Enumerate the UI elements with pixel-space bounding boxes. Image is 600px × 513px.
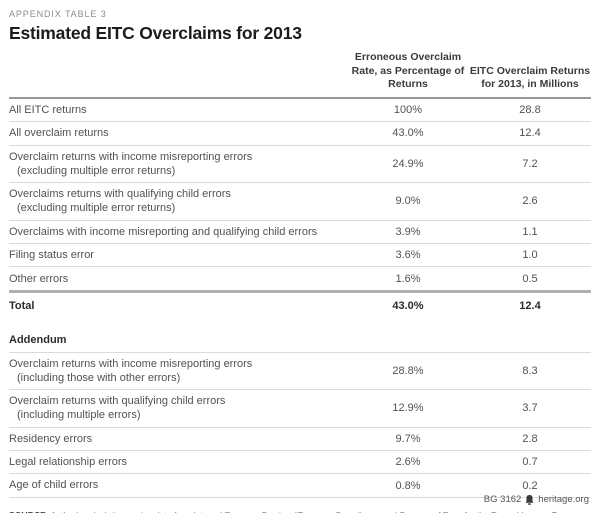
table-row: Overclaim returns with income misreporti… (9, 146, 591, 184)
rate-value: 24.9% (392, 157, 424, 170)
table-row: Other errors 1.6% 0.5 (9, 267, 591, 290)
credit: BG 3162 heritage.org (484, 494, 589, 505)
row-label-cell: Age of child errors (9, 478, 347, 492)
table-body: All EITC returns 100% 28.8 All overclaim… (9, 99, 591, 318)
row-sublabel: (including multiple errors) (17, 409, 141, 422)
credit-id: BG 3162 (483, 494, 522, 505)
returns-value: 2.6 (522, 195, 538, 208)
table-row: Overclaim returns with income misreporti… (9, 353, 591, 391)
row-sublabel: (excluding multiple error returns) (17, 164, 176, 177)
rate-value: 28.8% (392, 364, 424, 377)
row-label: All EITC returns (9, 103, 87, 116)
column-header-rate: Erroneous Overclaim Rate, as Percentage … (351, 51, 465, 91)
row-label-cell: Overclaim returns with qualifying child … (9, 394, 347, 423)
source-note: SOURCE: Author’s calculations using data… (9, 509, 577, 513)
row-label-cell: Overclaims with income misreporting and … (9, 225, 347, 239)
row-label: Total (9, 300, 35, 313)
row-label: Overclaims with income misreporting and … (9, 225, 318, 238)
table-row: Overclaims returns with qualifying child… (9, 183, 591, 221)
rate-value: 1.6% (395, 272, 421, 285)
rate-value: 12.9% (392, 402, 424, 415)
rate-value: 9.7% (395, 432, 421, 445)
column-header-returns: EITC Overclaim Returns for 2013, in Mill… (469, 64, 591, 91)
rate-value: 0.8% (395, 479, 421, 492)
row-sublabel: (including those with other errors) (17, 371, 181, 384)
heritage-logo-icon (525, 494, 534, 505)
row-label: Residency errors (9, 432, 93, 445)
table-row: Legal relationship errors 2.6% 0.7 (9, 451, 591, 475)
row-label-cell: Filing status error (9, 248, 347, 262)
row-sublabel: (excluding multiple error returns) (17, 202, 176, 215)
returns-value: 3.7 (522, 402, 538, 415)
row-label-cell: Legal relationship errors (9, 455, 347, 469)
returns-value: 1.0 (522, 249, 538, 262)
row-label-cell: All overclaim returns (9, 126, 347, 140)
table-row: All overclaim returns 43.0% 12.4 (9, 122, 591, 146)
returns-value: 2.8 (522, 432, 538, 445)
addendum-heading: Addendum (9, 334, 591, 353)
credit-site: heritage.org (538, 494, 589, 505)
row-label: Filing status error (9, 249, 94, 261)
rate-value: 3.9% (395, 225, 421, 238)
total-row: Total 43.0% 12.4 (9, 290, 591, 317)
appendix-label: APPENDIX TABLE 3 (9, 9, 107, 19)
rate-value: 100% (393, 104, 423, 117)
row-label-cell: Total (9, 299, 347, 313)
row-label-cell: All EITC returns (9, 103, 347, 117)
row-label: Overclaim returns with income misreporti… (9, 357, 253, 370)
table-row: Residency errors 9.7% 2.8 (9, 428, 591, 452)
returns-value: 12.4 (519, 127, 541, 140)
table-row: Overclaim returns with qualifying child … (9, 390, 591, 428)
source-label: SOURCE: (9, 510, 49, 513)
rate-value: 43.0% (392, 127, 424, 140)
returns-value: 1.1 (522, 225, 538, 238)
row-label: Legal relationship errors (9, 456, 128, 469)
returns-value: 28.8 (519, 104, 541, 117)
row-label: Other errors (9, 272, 69, 285)
row-label: Overclaims returns with qualifying child… (9, 188, 231, 201)
rate-value: 43.0% (392, 300, 424, 313)
table-row: All EITC returns 100% 28.8 (9, 99, 591, 123)
row-label-cell: Overclaim returns with income misreporti… (9, 357, 347, 386)
row-label: Overclaim returns with qualifying child … (9, 395, 226, 408)
addendum-body: Overclaim returns with income misreporti… (9, 353, 591, 498)
returns-value: 12.4 (519, 300, 541, 313)
row-label-cell: Other errors (9, 272, 347, 286)
row-label-cell: Overclaim returns with income misreporti… (9, 150, 347, 179)
source-text: Author’s calculations using data from In… (9, 510, 565, 513)
table-row: Filing status error 3.6% 1.0 (9, 244, 591, 268)
returns-value: 8.3 (522, 364, 538, 377)
table-row: Age of child errors 0.8% 0.2 (9, 474, 591, 498)
row-label: Age of child errors (9, 479, 99, 492)
returns-value: 0.2 (522, 479, 538, 492)
returns-value: 0.5 (522, 272, 538, 285)
returns-value: 0.7 (522, 456, 538, 469)
table-header-row: Erroneous Overclaim Rate, as Percentage … (9, 51, 591, 99)
rate-value: 3.6% (395, 249, 421, 262)
page-title: Estimated EITC Overclaims for 2013 (9, 23, 302, 43)
rate-value: 9.0% (395, 195, 421, 208)
row-label-cell: Overclaims returns with qualifying child… (9, 187, 347, 216)
table-row: Overclaims with income misreporting and … (9, 221, 591, 244)
returns-value: 7.2 (522, 157, 538, 170)
row-label-cell: Residency errors (9, 432, 347, 446)
row-label: Overclaim returns with income misreporti… (9, 150, 253, 163)
rate-value: 2.6% (395, 456, 421, 469)
row-label: All overclaim returns (9, 127, 109, 140)
